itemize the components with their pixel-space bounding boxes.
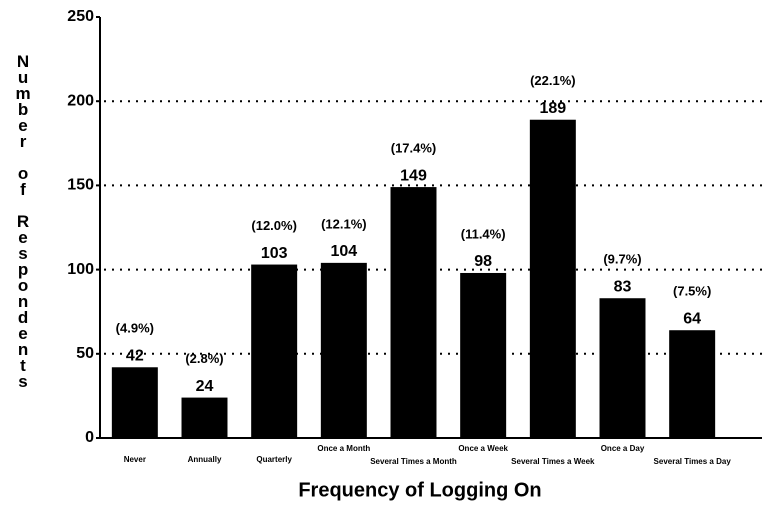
value-label: 104 bbox=[330, 243, 357, 260]
bar bbox=[390, 187, 437, 438]
value-label: 98 bbox=[474, 253, 492, 270]
x-tick-label: Several Times a Month bbox=[370, 457, 457, 466]
bar bbox=[181, 397, 228, 438]
percent-label: (4.9%) bbox=[116, 321, 154, 336]
x-tick-label: Several Times a Week bbox=[511, 457, 595, 466]
bar bbox=[320, 262, 367, 438]
y-axis-label: Number of Respondents bbox=[14, 52, 33, 388]
x-tick-label: Several Times a Day bbox=[654, 457, 732, 466]
x-tick-label: Once a Month bbox=[317, 444, 370, 453]
percent-label: (9.7%) bbox=[603, 252, 641, 267]
y-tick-label: 200 bbox=[67, 92, 94, 109]
x-tick-label: Once a Week bbox=[458, 444, 508, 453]
value-label: 189 bbox=[539, 100, 566, 117]
percent-label: (12.0%) bbox=[251, 218, 297, 233]
value-label: 64 bbox=[683, 310, 701, 327]
percent-label: (2.8%) bbox=[185, 351, 223, 366]
y-tick-label: 50 bbox=[76, 345, 94, 362]
percent-label: (17.4%) bbox=[391, 141, 437, 156]
percent-label: (7.5%) bbox=[673, 284, 711, 299]
value-label: 24 bbox=[196, 378, 214, 395]
y-tick-label: 250 bbox=[67, 8, 94, 25]
x-tick-label: Annually bbox=[188, 455, 222, 464]
percent-label: (22.1%) bbox=[530, 73, 576, 88]
x-tick-label: Quarterly bbox=[256, 455, 292, 464]
bar bbox=[251, 264, 298, 438]
y-tick-label: 100 bbox=[67, 261, 94, 278]
y-tick-label: 150 bbox=[67, 177, 94, 194]
value-label: 103 bbox=[261, 245, 288, 262]
bar bbox=[669, 330, 716, 438]
x-axis-label: Frequency of Logging On bbox=[298, 479, 541, 501]
bar bbox=[599, 298, 646, 438]
y-tick-label: 0 bbox=[85, 429, 94, 446]
percent-label: (12.1%) bbox=[321, 216, 367, 231]
bar bbox=[529, 119, 576, 438]
bar bbox=[111, 367, 158, 438]
value-label: 42 bbox=[126, 347, 144, 364]
value-label: 149 bbox=[400, 167, 427, 184]
percent-label: (11.4%) bbox=[461, 226, 506, 241]
value-label: 83 bbox=[614, 278, 632, 295]
x-tick-label: Never bbox=[124, 455, 146, 464]
x-tick-label: Once a Day bbox=[601, 444, 645, 453]
bar bbox=[460, 272, 507, 438]
